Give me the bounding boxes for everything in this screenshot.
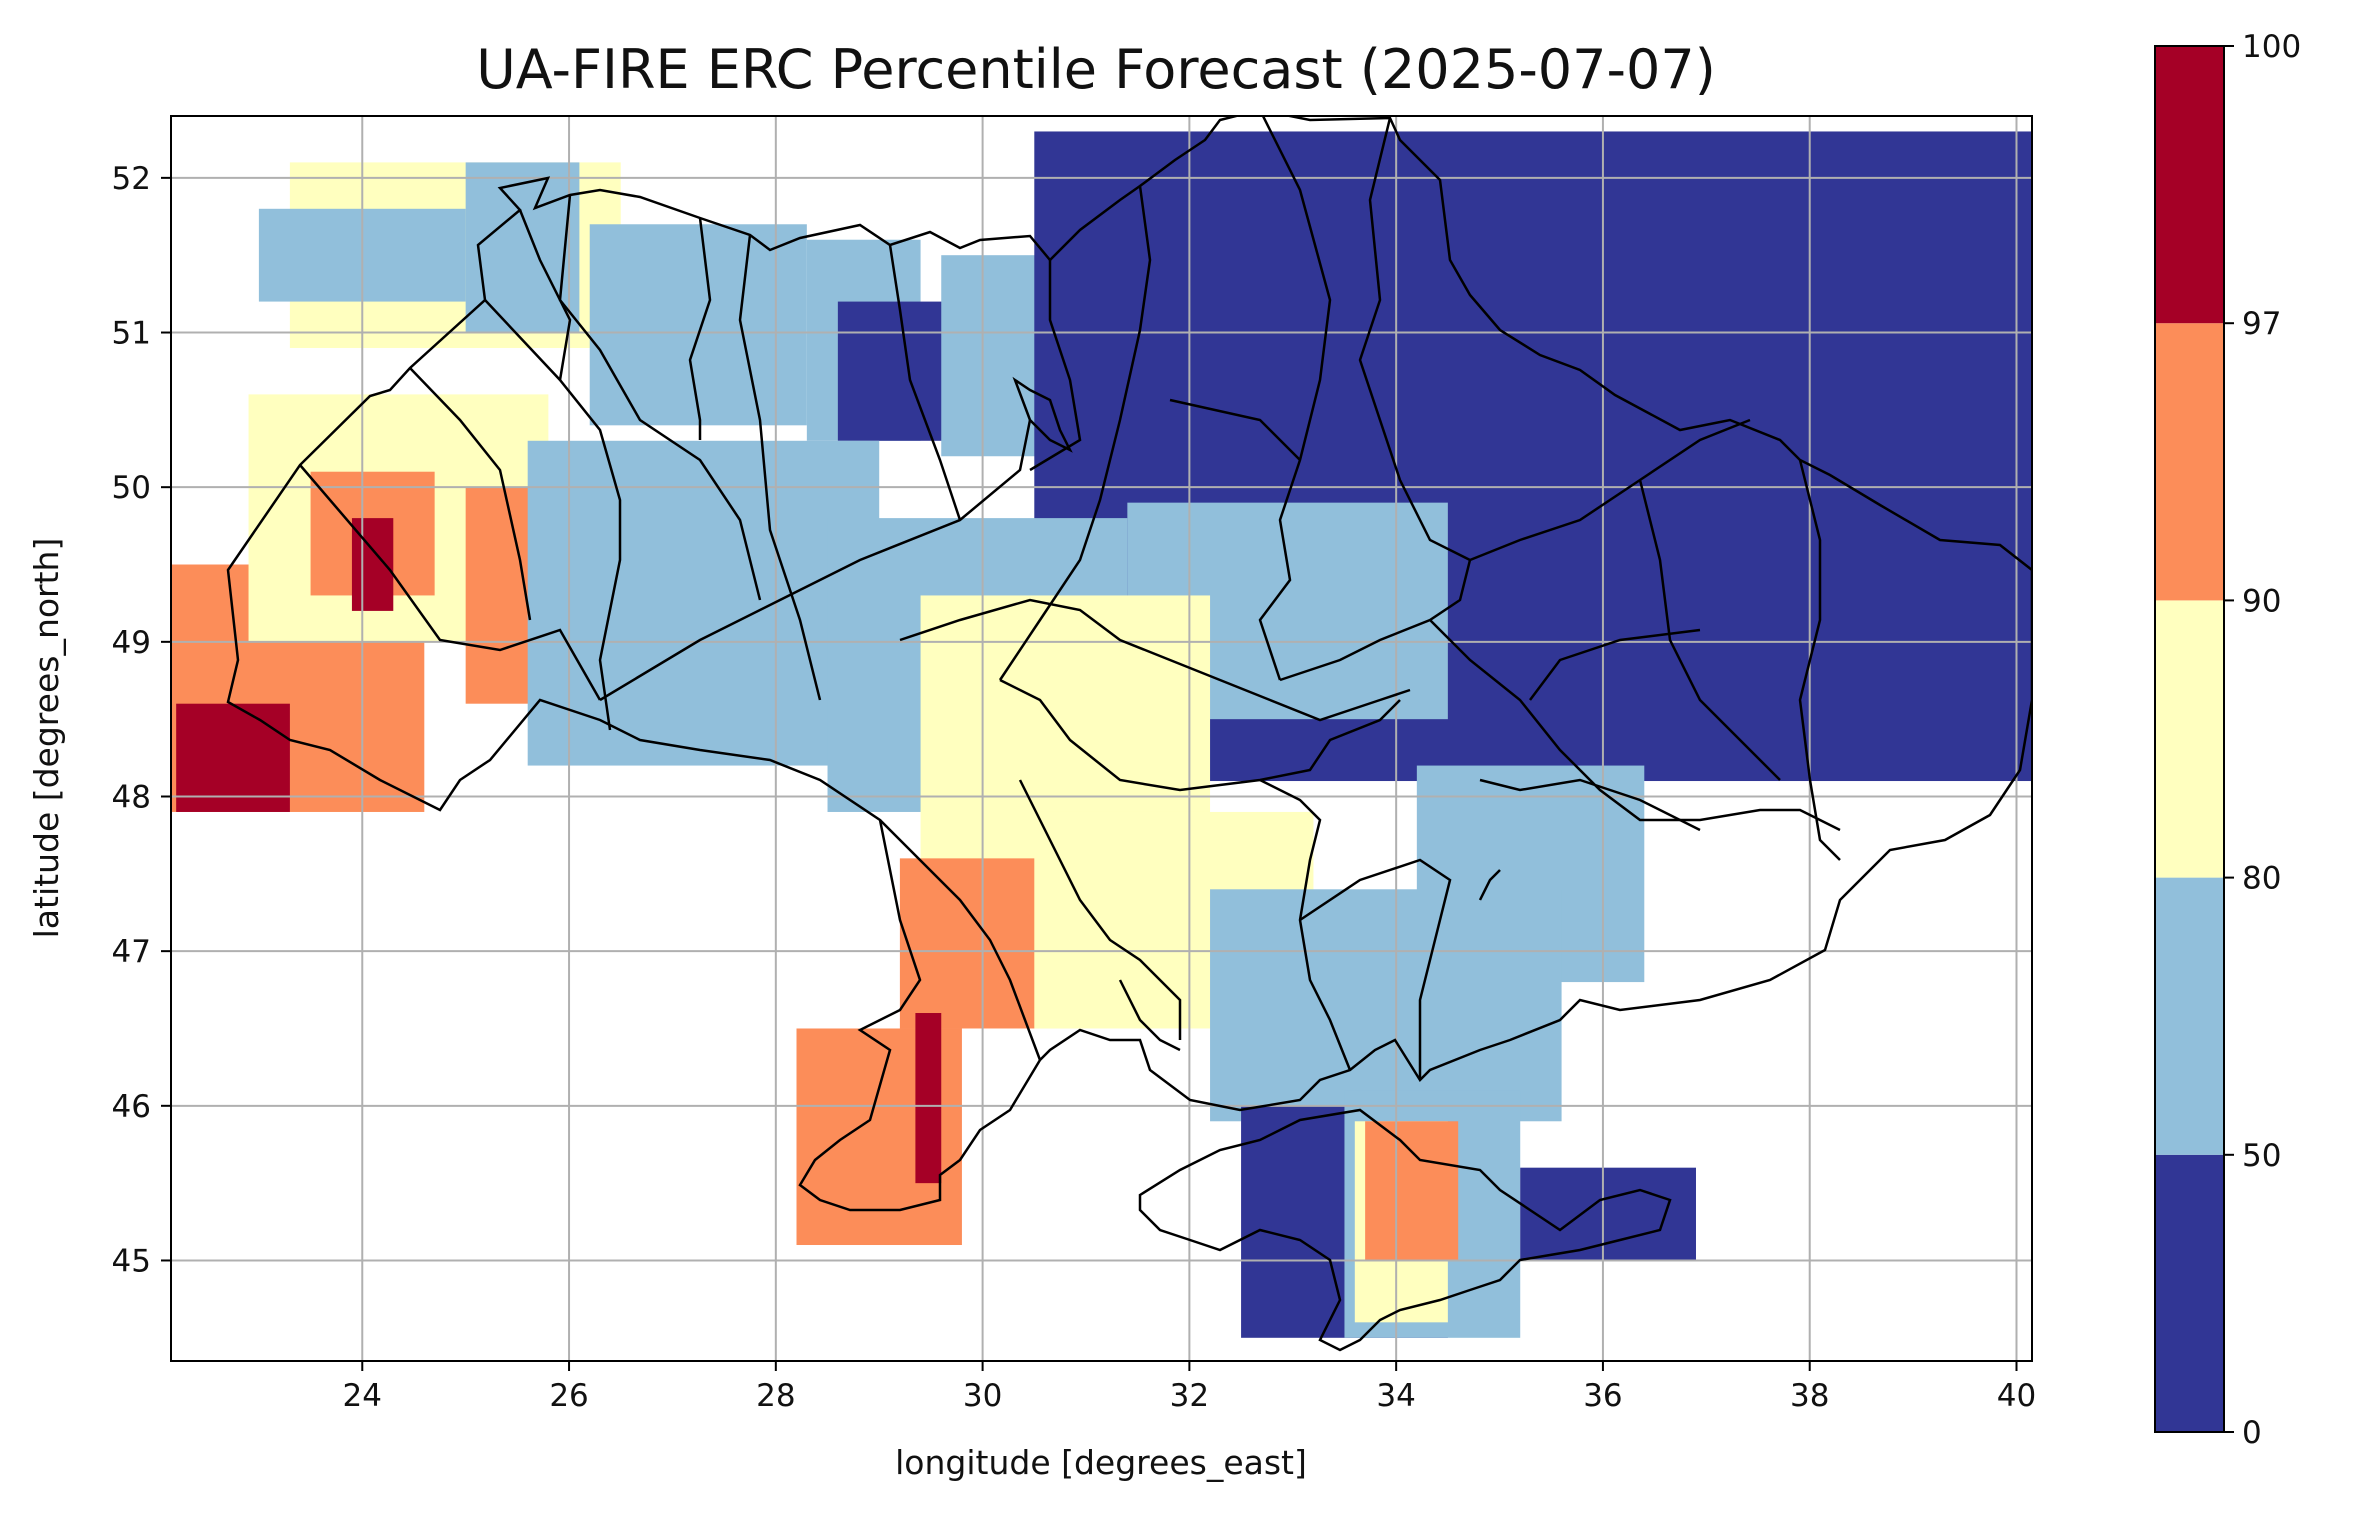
x-tick-label: 34: [1376, 1378, 1415, 1414]
y-tick-label: 52: [112, 161, 151, 197]
colorbar-tick-label: 97: [2242, 306, 2281, 342]
y-axis-label: latitude [degrees_north]: [27, 538, 66, 939]
oblast-border: [1029, 260, 1082, 472]
heatmap-cell-carpathians-2: [176, 703, 290, 812]
x-tick-label: 40: [1997, 1378, 2036, 1414]
oblast-border: [1018, 779, 1182, 1040]
oblast-border: [1279, 559, 1472, 682]
heatmap-cell-central-west: [527, 440, 880, 766]
y-tick-label: 45: [112, 1243, 151, 1279]
oblast-border: [1358, 117, 1471, 562]
oblast-border: [688, 217, 712, 440]
oblast-border: [1169, 398, 1301, 461]
x-tick-label: 24: [343, 1378, 382, 1414]
x-tick-label: 32: [1170, 1378, 1209, 1414]
x-axis-ticks: 24 26 28 30 32 34 36 38 40: [343, 1361, 2036, 1414]
oblast-border: [1798, 459, 1841, 861]
oblast-border: [1259, 778, 1352, 1071]
colorbar-frame: [2154, 45, 2225, 1433]
heatmap-cell-crimea-4: [1365, 1121, 1459, 1261]
map-axes-frame: [170, 115, 2033, 1362]
oblast-border: [888, 244, 962, 521]
oblast-border: [599, 419, 1032, 702]
y-tick-label: 48: [112, 779, 151, 815]
colorbar: 0 50 80 90 97 100: [2154, 29, 2301, 1451]
colorbar-bin: [2155, 323, 2224, 601]
colorbar-tick-label: 80: [2242, 861, 2281, 897]
oblast-border: [879, 819, 1042, 1061]
y-axis-ticks: 45 46 47 48 49 50 51 52: [112, 161, 171, 1279]
x-axis-label: longitude [degrees_east]: [895, 1443, 1307, 1482]
oblast-border: [1429, 619, 1841, 832]
colorbar-tick-label: 0: [2242, 1415, 2262, 1451]
colorbar-bin: [2155, 1154, 2224, 1432]
x-tick-label: 28: [756, 1378, 795, 1414]
x-tick-label: 30: [963, 1378, 1002, 1414]
oblast-border: [1469, 418, 1751, 562]
y-tick-label: 51: [112, 316, 151, 352]
oblast-border: [1479, 778, 1701, 832]
dnipro-river: [1118, 979, 1181, 1052]
chart-title: UA-FIRE ERC Percentile Forecast (2025-07…: [476, 38, 1716, 101]
ukraine-outline: [226, 116, 2032, 1212]
heatmap-cell-kherson: [1210, 889, 1562, 1122]
colorbar-tick-label: 50: [2242, 1138, 2281, 1174]
oblast-border: [409, 367, 532, 621]
oblast-border: [998, 185, 1152, 681]
oblast-border: [558, 194, 762, 601]
oblast-border: [999, 678, 1401, 792]
forecast-grid-cells: [171, 131, 2032, 1338]
oblast-border: [1638, 479, 1781, 781]
x-tick-label: 36: [1583, 1378, 1622, 1414]
y-tick-label: 50: [112, 470, 151, 506]
y-tick-label: 47: [112, 934, 151, 970]
crimea-outline: [1138, 1108, 1672, 1352]
heatmap-cell-odesa-2: [915, 1013, 942, 1184]
oblast-border: [518, 209, 572, 381]
kyiv-reservoir: [1012, 376, 1073, 453]
country-borders: [226, 116, 2032, 1352]
oblast-border: [738, 234, 822, 701]
colorbar-tick-label: 90: [2242, 583, 2281, 619]
oblast-border: [1299, 858, 1452, 1080]
oblast-border: [1529, 628, 1701, 701]
colorbar-bin: [2155, 46, 2224, 324]
colorbar-bin: [2155, 600, 2224, 878]
oblast-border: [899, 598, 1411, 722]
y-tick-label: 46: [112, 1089, 151, 1125]
heatmap-cell-west-3: [465, 162, 580, 333]
heatmap-cell-kerch: [1520, 1167, 1696, 1261]
x-tick-label: 26: [549, 1378, 588, 1414]
x-tick-label: 38: [1790, 1378, 1829, 1414]
colorbar-tick-label: 100: [2242, 29, 2301, 65]
oblast-border: [1478, 869, 1501, 901]
heatmap-cell-west-4: [589, 224, 807, 426]
oblast-border: [299, 464, 602, 701]
y-tick-label: 49: [112, 625, 151, 661]
colorbar-bin: [2155, 877, 2224, 1155]
